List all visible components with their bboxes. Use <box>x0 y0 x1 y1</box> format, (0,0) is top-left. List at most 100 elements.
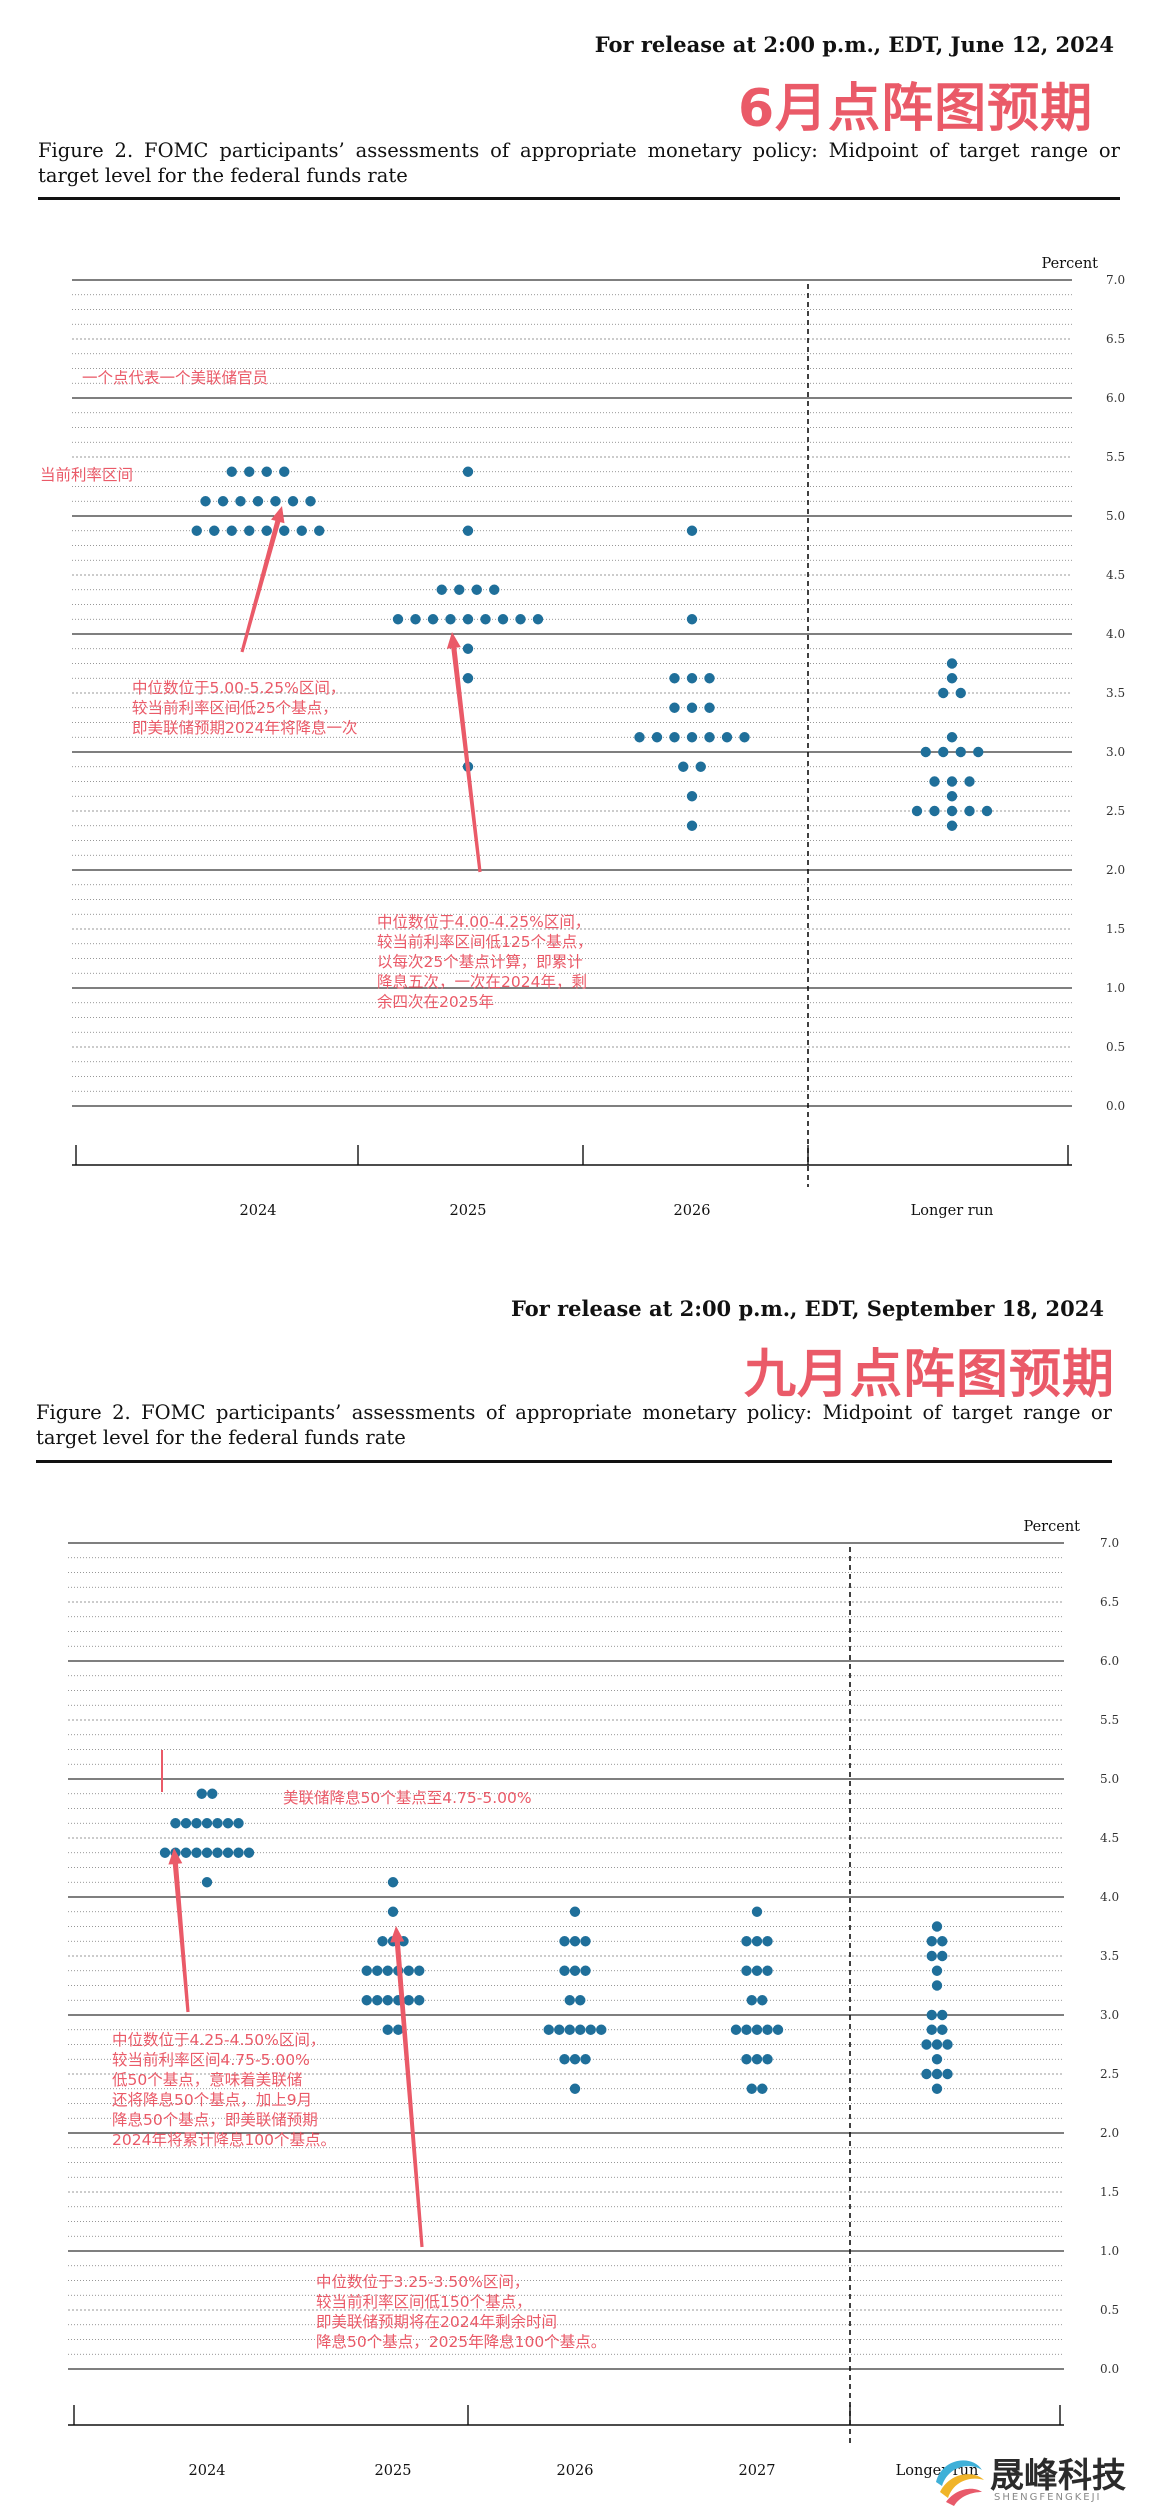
dot-2024 <box>235 496 246 507</box>
x-tick-label: 2026 <box>674 1203 711 1219</box>
dot-longer-run <box>946 658 958 669</box>
dot-2026 <box>559 1936 570 1947</box>
y-tick-label: 4.5 <box>1106 568 1125 582</box>
dot-2026 <box>569 2083 581 2094</box>
dot-2026 <box>704 702 715 713</box>
dot-2026 <box>686 525 698 536</box>
dot-2025 <box>377 1936 388 1947</box>
dot-2027 <box>757 1995 768 2006</box>
axis-label-percent: Percent <box>1024 1519 1081 1535</box>
y-tick-label: 3.0 <box>1106 745 1125 759</box>
dot-2024 <box>196 1788 207 1799</box>
dot-2027 <box>741 2054 752 2065</box>
dot-2025 <box>427 614 439 625</box>
dot-longer-run <box>946 776 958 787</box>
caption-rule-june <box>38 197 1120 200</box>
y-tick-label: 2.0 <box>1106 863 1125 877</box>
y-tick-label: 2.5 <box>1106 804 1125 818</box>
dot-2027 <box>746 1995 757 2006</box>
dot-2027 <box>762 1936 773 1947</box>
dot-2026 <box>669 673 680 684</box>
dot-2026 <box>559 2054 570 2065</box>
dot-2027 <box>751 1965 763 1976</box>
dot-2025 <box>372 1995 383 2006</box>
dot-longer-run <box>926 1950 937 1962</box>
dot-longer-run <box>942 2039 953 2050</box>
dot-2024 <box>217 496 229 507</box>
dot-2026 <box>704 732 715 743</box>
dot-2026 <box>580 1936 591 1947</box>
y-tick-label: 1.5 <box>1106 922 1125 936</box>
dot-2025 <box>462 614 474 625</box>
dot-longer-run <box>946 820 958 831</box>
dot-longer-run <box>937 1936 948 1947</box>
dot-longer-run <box>946 791 958 802</box>
dot-longer-run <box>931 2068 943 2080</box>
annotation-current-range: 当前利率区间 <box>40 466 134 484</box>
dot-2026 <box>575 2024 586 2035</box>
dot-longer-run <box>955 687 966 699</box>
annotation-2024-june: 中位数位于5.00-5.25%区间， 较当前利率区间低25个基点， 即美联储预期… <box>132 679 358 737</box>
annotation-arrow <box>390 1926 424 2248</box>
dot-2024 <box>233 1818 244 1829</box>
dot-2026 <box>569 2054 581 2065</box>
dot-2026 <box>575 1995 586 2006</box>
dot-longer-run <box>942 2068 953 2080</box>
dot-2025 <box>361 1995 372 2006</box>
dot-2027 <box>741 1965 752 1976</box>
annotation-2024-september: 中位数位于4.25-4.50%区间， 较当前利率区间4.75-5.00% 低50… <box>112 2031 337 2149</box>
dot-2025 <box>403 1995 414 2006</box>
dot-2026 <box>569 1965 581 1976</box>
dot-longer-run <box>937 1950 948 1962</box>
dot-2027 <box>762 2024 773 2035</box>
y-tick-label: 4.0 <box>1106 627 1125 641</box>
dot-2024 <box>233 1847 244 1858</box>
dot-2025 <box>387 1906 399 1917</box>
dot-2025 <box>414 1995 425 2006</box>
dot-2026 <box>686 791 698 802</box>
dot-2026 <box>678 761 689 772</box>
dot-2024 <box>243 1847 255 1858</box>
dot-2026 <box>585 2024 596 2035</box>
dot-2024 <box>201 1818 213 1829</box>
dot-2025 <box>489 584 500 595</box>
dot-longer-run <box>937 2024 948 2035</box>
dot-2025 <box>462 466 474 477</box>
dot-longer-run <box>911 805 923 817</box>
dot-longer-run <box>937 2009 948 2021</box>
dot-2026 <box>569 1936 581 1947</box>
headline-june: 6月点阵图预期 <box>738 79 1094 139</box>
dot-2024 <box>209 525 220 536</box>
dot-2025 <box>403 1965 414 1976</box>
release-line-september: For release at 2:00 p.m., EDT, September… <box>510 1296 1104 1321</box>
dot-2026 <box>559 1965 570 1976</box>
dot-longer-run <box>931 2054 943 2065</box>
dot-longer-run <box>981 805 993 817</box>
dot-2025 <box>382 1995 393 2006</box>
dot-2025 <box>462 643 474 654</box>
dot-2027 <box>762 2054 773 2065</box>
dot-2025 <box>382 1965 393 1976</box>
dot-2024 <box>296 525 307 536</box>
y-tick-label: 0.5 <box>1100 2303 1119 2317</box>
dot-2025 <box>382 2024 393 2035</box>
dot-2027 <box>762 1965 773 1976</box>
dot-2027 <box>730 2024 742 2035</box>
dot-2025 <box>471 584 482 595</box>
y-tick-label: 5.0 <box>1106 509 1125 523</box>
dot-longer-run <box>931 1965 943 1976</box>
y-tick-label: 2.0 <box>1100 2126 1119 2140</box>
dot-2025 <box>480 614 491 625</box>
dot-2025 <box>372 1965 383 1976</box>
dot-2024 <box>244 466 255 477</box>
dot-longer-run <box>964 805 975 817</box>
dot-2025 <box>410 614 421 625</box>
y-tick-label: 5.5 <box>1106 450 1125 464</box>
dot-2025 <box>392 614 404 625</box>
dot-longer-run <box>955 746 966 758</box>
dot-2025 <box>497 614 509 625</box>
dot-2025 <box>436 584 447 595</box>
dot-2026 <box>634 732 645 743</box>
dot-2026 <box>569 1906 581 1917</box>
